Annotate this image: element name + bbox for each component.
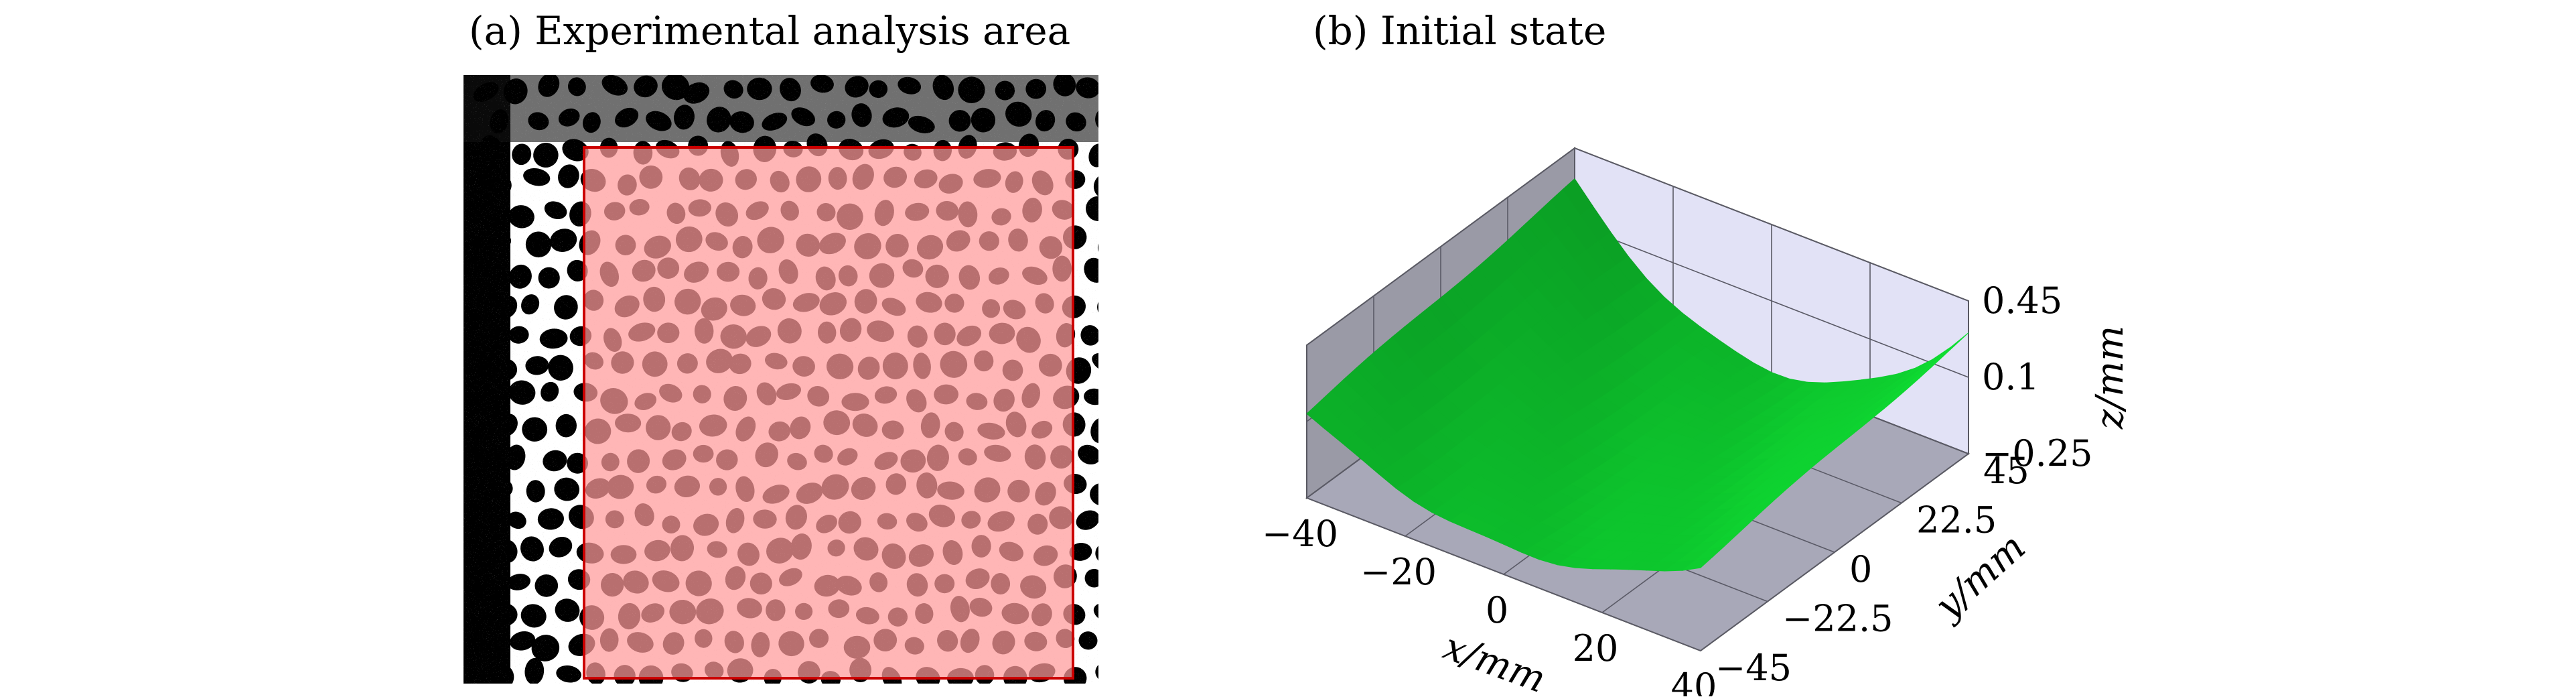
surface-mesh	[1306, 178, 1969, 572]
z-tick-label-1: 0.1	[1982, 356, 2040, 398]
grid-left-z-2	[1306, 147, 1575, 346]
tick-labels: −40 −20 0 20 40−45 −22.5 0 22.5 45−0.25 0.1 0.45	[1262, 279, 2092, 699]
surface-patch-21-0	[1681, 556, 1714, 571]
panel-b-title: (b) Initial state	[1313, 8, 1607, 54]
panel-a-title: (a) Experimental analysis area	[469, 8, 1071, 54]
analysis-area-overlay	[583, 146, 1074, 680]
grid-floor-y-0	[1306, 497, 1701, 651]
z-tick-label-0: −0.25	[1982, 432, 2092, 474]
x-tick-label-2: 0	[1486, 589, 1508, 631]
z-tick-label-2: 0.45	[1982, 279, 2062, 322]
grid-back-z-2	[1574, 147, 1969, 302]
x-tick-label-0: −40	[1262, 513, 1338, 555]
x-tick-label-4: 40	[1671, 665, 1717, 696]
y-tick-label-2: 0	[1849, 548, 1872, 590]
y-tick-label-4: 45	[1983, 450, 2029, 492]
x-tick-label-1: −20	[1360, 551, 1437, 593]
panel-a	[463, 72, 1121, 692]
surface-plot: −40 −20 0 20 40−45 −22.5 0 22.5 45−0.25 0.1 0.45 x…	[1262, 147, 2132, 699]
y-tick-label-1: −22.5	[1782, 598, 1893, 640]
z-axis-label: z/mm	[2088, 326, 2132, 430]
grid-back-z-1	[1574, 224, 1969, 378]
y-tick-label-3: 22.5	[1916, 499, 1997, 542]
x-tick-label-3: 20	[1573, 627, 1619, 670]
panel-b: −40 −20 0 20 40 −45 −22.5 0 22.5 45 −0.25 0.1 0.45 x…	[1259, 101, 2250, 699]
x-axis-label: x/mm	[1438, 625, 1551, 696]
y-tick-label-0: −45	[1715, 647, 1792, 689]
speckle-image	[463, 72, 1121, 692]
